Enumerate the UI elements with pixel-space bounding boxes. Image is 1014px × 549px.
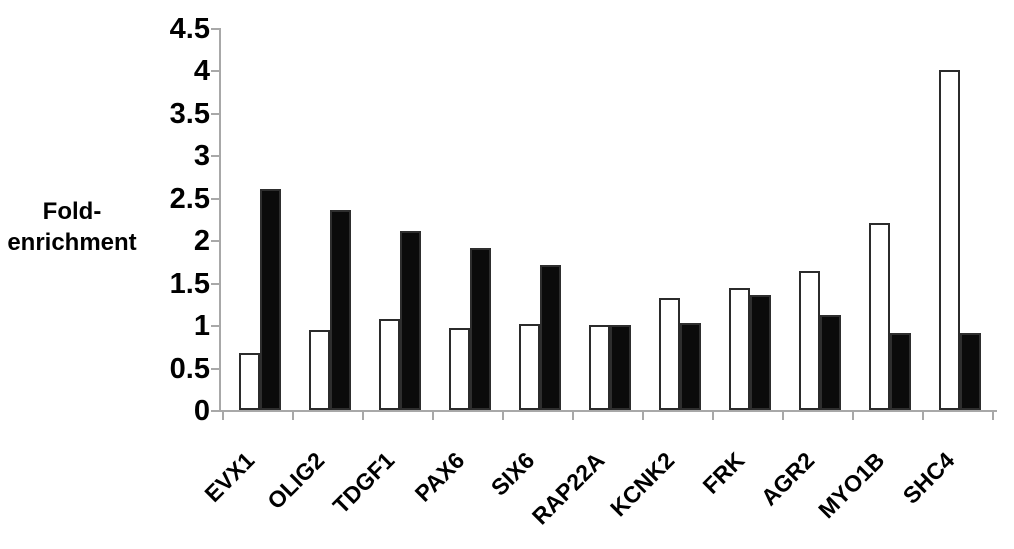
bar-open-bars-TDGF1 xyxy=(379,319,400,410)
y-tick-mark xyxy=(211,27,219,30)
bar-open-bars-KCNK2 xyxy=(659,298,680,410)
y-tick-mark xyxy=(211,112,219,115)
y-tick-label: 2.5 xyxy=(169,182,210,215)
bar-filled-bars-TDGF1 xyxy=(400,231,421,410)
bar-filled-bars-RAP22A xyxy=(610,325,631,410)
x-tick-mark xyxy=(712,412,714,420)
x-tick-mark xyxy=(572,412,574,420)
bar-open-bars-SIX6 xyxy=(519,324,540,410)
y-tick-mark xyxy=(211,70,219,72)
bar-open-bars-PAX6 xyxy=(449,328,470,410)
y-tick-label: 4.5 xyxy=(169,12,210,45)
bar-filled-bars-FRK xyxy=(750,295,771,410)
y-tick-label: 3 xyxy=(193,140,210,172)
bar-open-bars-OLIG2 xyxy=(309,330,330,410)
y-tick-mark xyxy=(211,240,219,242)
bar-filled-bars-SIX6 xyxy=(540,265,561,410)
x-tick-mark xyxy=(992,412,994,420)
bar-filled-bars-KCNK2 xyxy=(680,323,701,410)
y-tick-label: 3.5 xyxy=(169,97,210,130)
x-tick-mark xyxy=(502,412,504,420)
x-tick-mark xyxy=(362,412,364,420)
x-axis-line xyxy=(219,410,997,412)
bar-filled-bars-OLIG2 xyxy=(330,210,351,410)
x-tick-mark xyxy=(642,412,644,420)
y-tick-mark xyxy=(211,197,219,200)
bar-open-bars-SHC4 xyxy=(939,70,960,410)
y-tick-label: 0.5 xyxy=(169,352,210,385)
y-axis-title-line2: enrichment xyxy=(7,229,137,256)
y-tick-mark xyxy=(211,155,219,157)
x-tick-mark xyxy=(292,412,294,420)
y-tick-mark xyxy=(211,325,219,327)
y-tick-label: 4 xyxy=(193,55,210,87)
y-axis-title: Fold- enrichment xyxy=(2,196,142,258)
bar-open-bars-RAP22A xyxy=(589,325,610,410)
bar-filled-bars-EVX1 xyxy=(260,189,281,410)
bar-filled-bars-SHC4 xyxy=(960,333,981,410)
bar-open-bars-AGR2 xyxy=(799,271,820,410)
bar-open-bars-MYO1B xyxy=(869,223,890,410)
y-tick-label: 1 xyxy=(193,310,210,342)
x-tick-mark xyxy=(782,412,784,420)
bar-filled-bars-AGR2 xyxy=(820,315,841,410)
x-tick-mark xyxy=(922,412,924,420)
y-tick-label: 0 xyxy=(193,395,210,427)
x-tick-mark xyxy=(432,412,434,420)
x-tick-mark xyxy=(852,412,854,420)
y-axis-line xyxy=(219,27,221,412)
y-tick-mark xyxy=(211,410,219,412)
bar-filled-bars-PAX6 xyxy=(470,248,491,410)
bar-open-bars-FRK xyxy=(729,288,750,410)
y-tick-label: 2 xyxy=(193,225,210,257)
y-tick-mark xyxy=(211,367,219,370)
y-tick-label: 1.5 xyxy=(169,267,210,300)
bar-open-bars-EVX1 xyxy=(239,353,260,410)
y-axis-title-line1: Fold- xyxy=(42,198,102,225)
x-tick-mark xyxy=(222,412,224,420)
bar-filled-bars-MYO1B xyxy=(890,333,911,410)
y-tick-mark xyxy=(211,282,219,285)
